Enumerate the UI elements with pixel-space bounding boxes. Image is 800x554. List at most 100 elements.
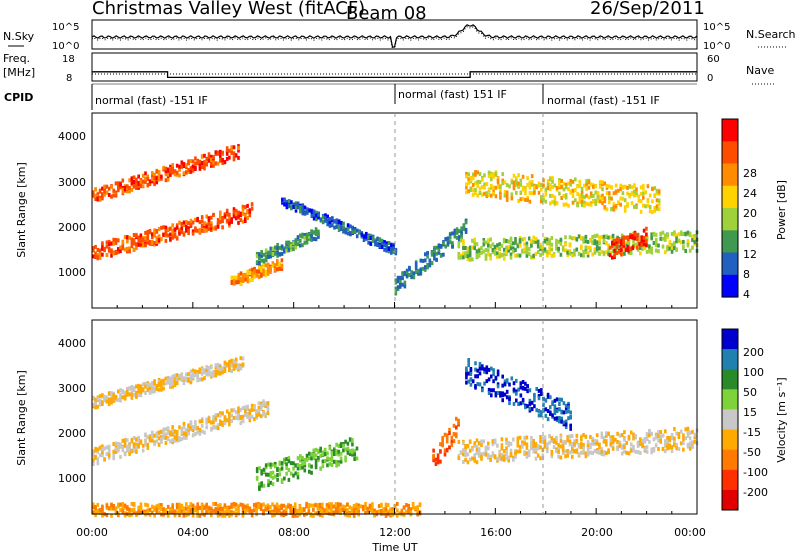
data-cell [623, 184, 627, 189]
power-panel: Slant Range [km] 1000 2000 3000 4000 28 … [15, 112, 788, 309]
colorbar-segment [722, 252, 738, 276]
data-cell [371, 505, 374, 510]
data-cell [146, 445, 150, 450]
data-cell [592, 198, 595, 203]
data-cell [365, 232, 368, 237]
data-cell [567, 401, 570, 406]
data-cell [476, 193, 479, 198]
data-cell [693, 439, 697, 444]
data-cell [255, 502, 258, 507]
data-cell [232, 155, 236, 160]
data-cell [248, 278, 252, 283]
data-cell [228, 155, 231, 160]
data-cell [246, 404, 249, 409]
data-cell [426, 254, 429, 259]
data-cell [285, 466, 288, 470]
data-cell [489, 454, 492, 459]
data-cell [688, 436, 692, 441]
data-cell [189, 380, 193, 385]
data-cell [614, 183, 618, 188]
data-cell [303, 205, 307, 210]
data-cell [475, 249, 479, 254]
data-cell [264, 273, 268, 278]
data-cell [521, 174, 525, 179]
vel-ytick-3000: 3000 [58, 382, 86, 395]
data-cell [620, 445, 624, 450]
data-cell [575, 438, 579, 443]
data-cell [312, 216, 316, 221]
data-cell [416, 508, 419, 513]
data-cell [101, 196, 104, 201]
data-cell [321, 509, 324, 514]
data-cell [451, 244, 454, 249]
data-cell [673, 230, 676, 235]
data-cell [248, 418, 252, 423]
data-cell [502, 247, 506, 252]
data-cell [650, 250, 653, 255]
data-cell [326, 214, 329, 219]
data-cell [225, 208, 229, 213]
data-cell [639, 239, 642, 244]
data-cell [171, 163, 174, 168]
data-cell [586, 451, 590, 456]
data-cell [641, 438, 644, 443]
data-cell [274, 464, 277, 469]
data-cell [518, 243, 522, 248]
data-cell [605, 451, 608, 456]
data-cell [548, 241, 551, 246]
data-cell [212, 508, 215, 513]
data-cell [343, 507, 347, 512]
data-cell [92, 450, 95, 455]
data-cell [503, 379, 507, 384]
data-cell [314, 229, 318, 234]
data-cell [475, 242, 479, 247]
data-cell [527, 453, 531, 458]
data-cell [257, 406, 261, 410]
data-cell [471, 257, 474, 262]
data-cell [595, 244, 599, 249]
data-cell [182, 513, 186, 518]
data-cell [234, 357, 238, 362]
data-cell [141, 243, 145, 248]
data-cell [468, 249, 472, 254]
data-cell [576, 203, 579, 208]
data-cell [264, 258, 268, 263]
data-cell [487, 170, 491, 175]
data-cell [528, 398, 532, 403]
data-cell [642, 235, 646, 240]
data-cell [621, 191, 625, 196]
data-cell [153, 433, 156, 438]
data-cell [445, 447, 449, 452]
data-cell [137, 242, 140, 247]
data-cell [401, 276, 404, 281]
data-cell [205, 156, 208, 161]
data-cell [648, 433, 651, 438]
data-cell [424, 267, 427, 272]
data-cell [164, 427, 168, 432]
data-cell [333, 225, 336, 230]
data-cell [677, 447, 681, 452]
data-cell [627, 434, 631, 439]
data-cell [380, 242, 384, 247]
data-cell [301, 243, 304, 248]
data-cell [629, 235, 632, 239]
data-cell [296, 205, 300, 210]
data-cell [153, 176, 156, 181]
data-cell [119, 454, 122, 459]
data-cell [584, 250, 588, 254]
data-cell [296, 463, 300, 467]
data-cell [98, 402, 102, 407]
data-cell [137, 182, 140, 187]
data-cell [573, 442, 576, 447]
data-cell [346, 508, 349, 513]
data-cell [257, 274, 261, 279]
data-cell [480, 454, 483, 459]
data-cell [654, 434, 658, 439]
data-cell [232, 510, 236, 515]
data-cell [232, 281, 236, 286]
data-cell [496, 243, 499, 248]
data-cell [505, 450, 508, 455]
data-cell [481, 192, 484, 197]
data-cell [536, 244, 540, 249]
data-cell [639, 235, 642, 240]
